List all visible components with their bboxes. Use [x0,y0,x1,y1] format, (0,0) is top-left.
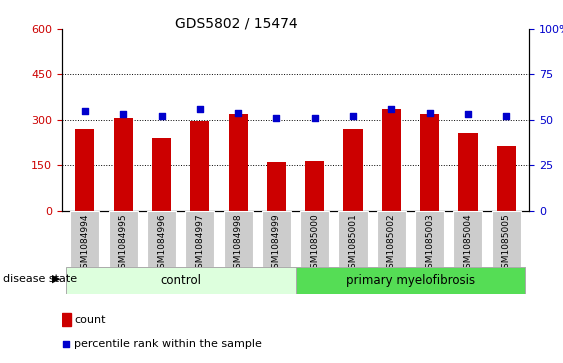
Bar [458,133,477,211]
Point [272,115,281,121]
Point [348,113,358,119]
Point [119,111,128,117]
Bar [229,114,248,211]
FancyBboxPatch shape [415,211,444,267]
Text: GSM1085001: GSM1085001 [348,213,358,274]
Point [81,108,90,114]
FancyBboxPatch shape [185,211,215,267]
Point [310,115,319,121]
Bar [75,129,95,211]
FancyBboxPatch shape [109,211,138,267]
FancyBboxPatch shape [377,211,406,267]
Text: GSM1085003: GSM1085003 [425,213,434,274]
Point [157,113,166,119]
Point [502,113,511,119]
FancyBboxPatch shape [300,211,329,267]
Text: GSM1084997: GSM1084997 [195,213,204,274]
Text: GSM1085005: GSM1085005 [502,213,511,274]
Point [425,110,434,115]
Text: GSM1084999: GSM1084999 [272,213,281,274]
Text: GSM1084996: GSM1084996 [157,213,166,274]
Bar [62,313,70,326]
FancyBboxPatch shape [262,211,291,267]
Text: GSM1084995: GSM1084995 [119,213,128,274]
FancyBboxPatch shape [66,267,296,294]
FancyBboxPatch shape [224,211,253,267]
Bar [190,121,209,211]
Point [463,111,472,117]
Point [62,341,71,347]
Bar [382,109,401,211]
Text: GSM1085002: GSM1085002 [387,213,396,274]
Point [387,106,396,112]
FancyBboxPatch shape [338,211,368,267]
Text: GSM1085000: GSM1085000 [310,213,319,274]
Bar [152,138,171,211]
Text: ▶: ▶ [52,274,61,284]
FancyBboxPatch shape [147,211,176,267]
FancyBboxPatch shape [296,267,525,294]
Text: disease state: disease state [3,274,77,284]
Text: primary myelofibrosis: primary myelofibrosis [346,274,475,287]
FancyBboxPatch shape [491,211,521,267]
Text: GSM1085004: GSM1085004 [463,213,472,274]
FancyBboxPatch shape [70,211,100,267]
Text: GSM1084998: GSM1084998 [234,213,243,274]
Text: GDS5802 / 15474: GDS5802 / 15474 [175,16,298,30]
Bar [114,118,133,211]
Bar [305,160,324,211]
Text: count: count [74,315,105,325]
Bar [267,162,286,211]
Bar [420,114,439,211]
Point [234,110,243,115]
FancyBboxPatch shape [453,211,482,267]
Bar [497,146,516,211]
Text: GSM1084994: GSM1084994 [81,213,90,274]
Point [195,106,204,112]
Bar [343,129,363,211]
Text: control: control [160,274,201,287]
Text: percentile rank within the sample: percentile rank within the sample [74,339,262,349]
